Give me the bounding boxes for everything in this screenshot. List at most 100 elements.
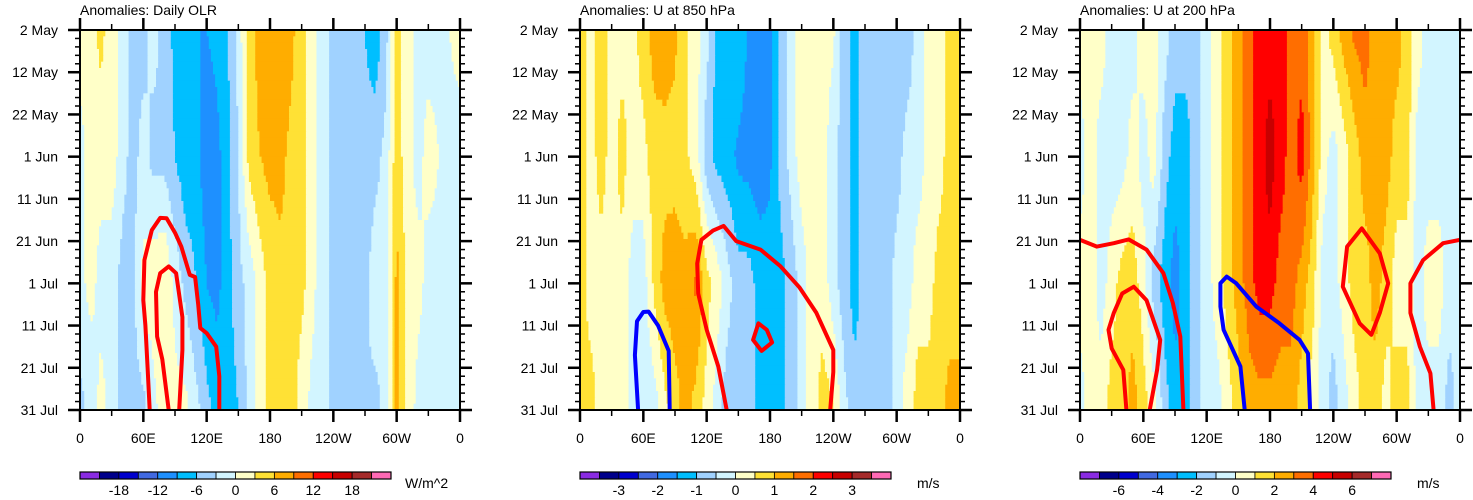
contour-cell: [645, 264, 653, 272]
contour-cell: [221, 175, 231, 183]
contour-cell: [388, 283, 394, 291]
contour-cell: [1128, 125, 1140, 132]
contour-cell: [1210, 36, 1223, 44]
colorbar-box: [1273, 471, 1295, 480]
contour-cell: [1314, 30, 1322, 37]
contour-cell: [405, 378, 417, 386]
contour-cell: [1415, 397, 1446, 405]
contour-cell: [396, 251, 400, 259]
contour-cell: [586, 315, 630, 322]
contour-cell: [1310, 156, 1315, 164]
contour-cell: [400, 131, 415, 139]
contour-cell: [803, 232, 828, 240]
contour-cell: [594, 131, 609, 139]
contour-cell: [1390, 365, 1410, 373]
contour-cell: [1400, 49, 1413, 56]
contour-cell: [312, 346, 330, 354]
contour-cell: [1130, 112, 1140, 120]
colorbar-box: [676, 471, 698, 480]
contour-cell: [398, 277, 406, 284]
contour-cell: [1141, 188, 1161, 196]
contour-cell: [316, 49, 330, 56]
contour-cell: [911, 55, 925, 63]
contour-cell: [200, 403, 212, 410]
contour-cell: [388, 289, 394, 297]
contour-cell: [1392, 283, 1415, 291]
contour-cell: [1390, 384, 1410, 392]
contour-cell: [1096, 308, 1104, 316]
contour-cell: [158, 55, 174, 63]
contour-cell: [172, 118, 201, 126]
contour-cell: [1215, 321, 1227, 329]
contour-cell: [715, 207, 733, 215]
contour-cell: [413, 36, 451, 44]
contour-cell: [175, 144, 201, 151]
contour-cell: [316, 150, 330, 158]
contour-cell: [316, 169, 330, 177]
contour-cell: [413, 87, 460, 94]
contour-cell: [795, 118, 830, 126]
contour-cell: [1320, 30, 1330, 37]
contour-cell: [158, 403, 189, 410]
contour-cell: [599, 201, 604, 208]
contour-cell: [1371, 289, 1381, 297]
contour-cell: [1354, 42, 1370, 50]
contour-cell: [725, 239, 737, 246]
contour-cell: [586, 258, 630, 265]
contour-cell: [647, 296, 655, 303]
contour-cell: [316, 55, 330, 63]
contour-cell: [219, 112, 231, 120]
contour-cell: [586, 182, 598, 189]
contour-cell: [248, 163, 265, 170]
contour-cell: [1396, 93, 1413, 101]
contour-cell: [1312, 220, 1318, 227]
contour-cell: [246, 112, 258, 120]
contour-cell: [1137, 55, 1159, 63]
contour-cell: [580, 30, 587, 37]
contour-cell: [196, 277, 208, 284]
contour-cell: [1390, 397, 1410, 405]
contour-cell: [909, 87, 925, 94]
contour-cell: [316, 131, 330, 139]
contour-cell: [1426, 239, 1442, 246]
contour-cell: [381, 144, 391, 151]
contour-cell: [118, 403, 147, 410]
contour-cell: [721, 175, 744, 183]
contour-cell: [1153, 251, 1163, 259]
contour-cell: [1257, 296, 1273, 303]
contour-cell: [428, 213, 460, 221]
contour-cell: [80, 61, 100, 69]
contour-cell: [236, 36, 242, 44]
contour-cell: [1310, 372, 1320, 379]
contour-cell: [240, 245, 252, 253]
colorbar-box: [1079, 471, 1100, 480]
contour-cell: [413, 150, 425, 158]
contour-cell: [379, 156, 389, 164]
contour-cell: [1443, 258, 1460, 265]
contour-cell: [858, 169, 902, 177]
contour-cell: [329, 258, 370, 265]
contour-cell: [1156, 226, 1166, 234]
contour-cell: [784, 372, 799, 379]
contour-cell: [297, 372, 311, 379]
contour-cell: [128, 55, 149, 63]
contour-cell: [246, 372, 256, 379]
contour-cell: [392, 391, 396, 398]
contour-cell: [388, 201, 394, 208]
contour-cell: [400, 68, 415, 75]
contour-cell: [778, 169, 790, 177]
contour-cell: [128, 49, 149, 56]
contour-cell: [286, 131, 307, 139]
contour-cell: [698, 80, 708, 88]
contour-cell: [723, 384, 756, 392]
contour-cell: [1274, 289, 1296, 297]
contour-cell: [219, 137, 231, 145]
contour-cell: [80, 397, 85, 405]
contour-cell: [1447, 365, 1453, 373]
contour-cell: [415, 359, 460, 367]
contour-cell: [1166, 74, 1201, 82]
contour-cell: [1343, 340, 1356, 348]
contour-cell: [945, 384, 960, 392]
contour-cell: [1244, 283, 1256, 291]
contour-cell: [99, 232, 123, 240]
